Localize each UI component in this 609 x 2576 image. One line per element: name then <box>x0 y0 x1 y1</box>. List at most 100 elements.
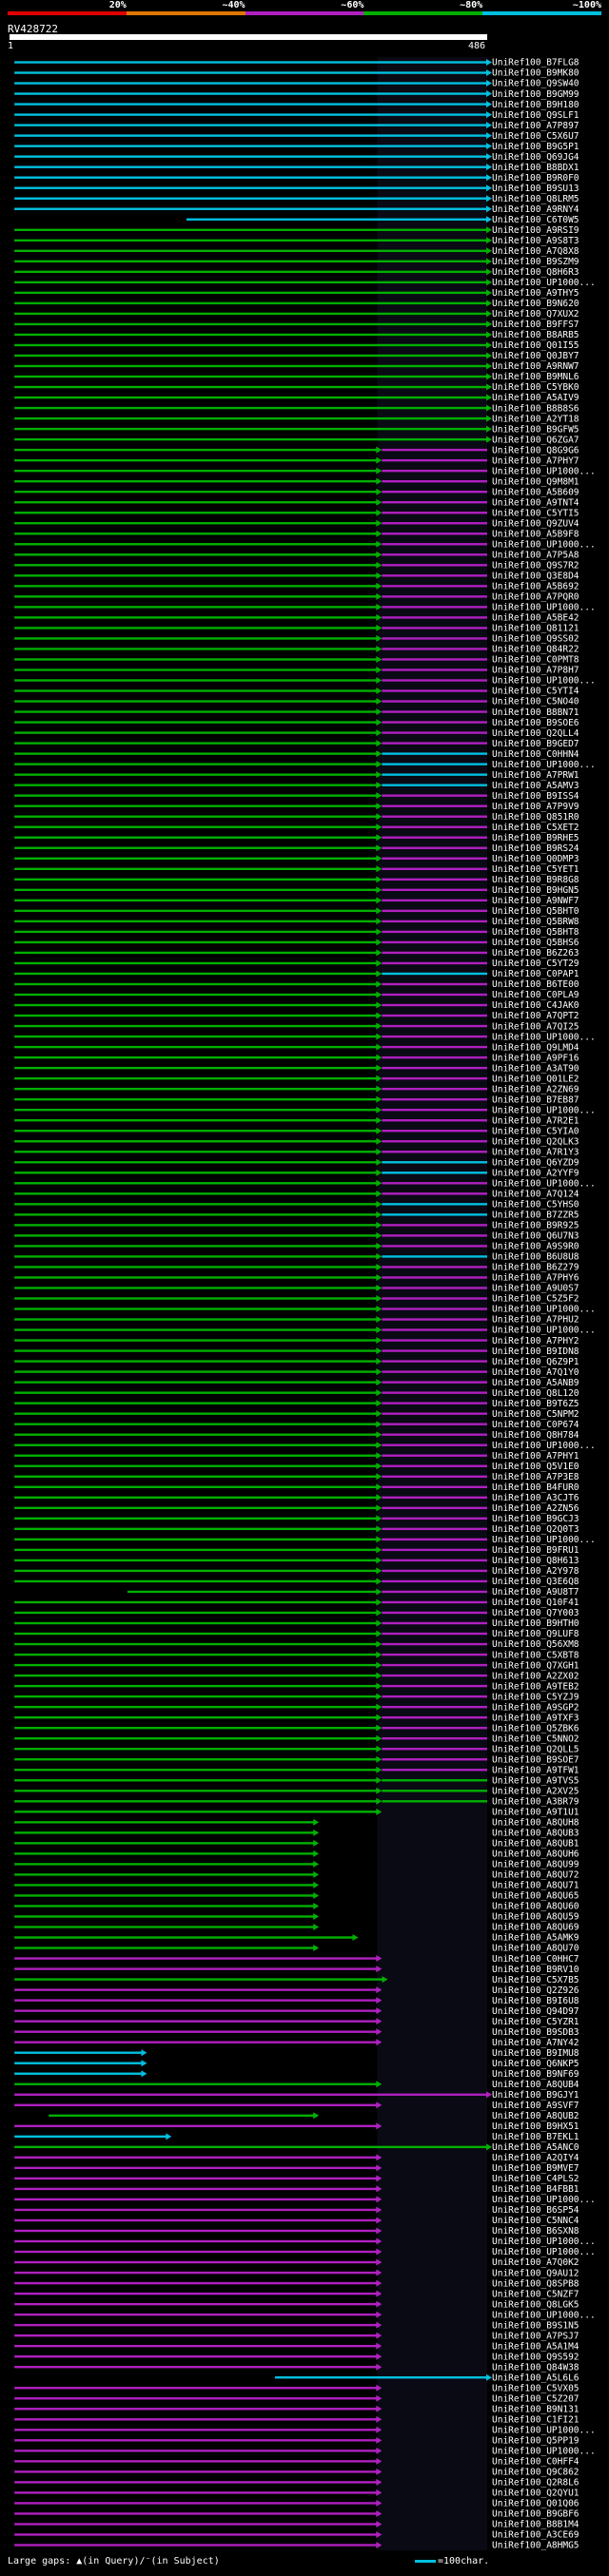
hit-row: UniRef100_A7PSJ7 <box>14 2331 580 2341</box>
hit-arrow <box>376 719 383 726</box>
hit-row: UniRef100_A8QUB3 <box>14 1829 580 1839</box>
hit-arrow <box>376 1106 383 1114</box>
hit-row: UniRef100_A7Q0K2 <box>14 2257 580 2268</box>
hit-bar <box>14 2344 378 2348</box>
hit-label: UniRef100_B9HTH0 <box>492 1618 580 1629</box>
hit-row: UniRef100_A7PQR0 <box>14 592 580 603</box>
hit-bar <box>14 1642 378 1646</box>
hit-row: UniRef100_B8ARB5 <box>14 330 580 340</box>
hit-arrow <box>376 2018 383 2025</box>
hit-label: UniRef100_B9R0F0 <box>492 173 580 184</box>
hit-label: UniRef100_Q01LE2 <box>492 1074 580 1084</box>
hit-arrow <box>376 939 383 946</box>
hit-arrow <box>376 2342 383 2350</box>
hit-bar <box>14 1884 315 1887</box>
hit-label: UniRef100_C5X6U7 <box>492 131 580 142</box>
hit-label: UniRef100_Q3E8D4 <box>492 571 580 582</box>
hit-arrow <box>376 782 383 789</box>
hit-label: UniRef100_C5YET1 <box>492 864 580 875</box>
hit-label: UniRef100_A3AT90 <box>492 1063 580 1074</box>
hit-row: UniRef100_Q9ZUV4 <box>14 518 580 529</box>
hit-row: UniRef100_Q6ZGA7 <box>14 435 580 445</box>
hit-bar <box>14 2082 378 2085</box>
hit-row: UniRef100_Q81121 <box>14 624 580 634</box>
hit-arrow <box>376 1661 383 1669</box>
hit-arrow <box>486 122 492 129</box>
hit-bar <box>14 364 487 368</box>
hit-bar <box>14 2429 378 2431</box>
hit-extension-bar <box>382 448 487 452</box>
hit-bar <box>14 1140 378 1143</box>
hit-label: UniRef100_Q2Q0T3 <box>492 1524 580 1535</box>
hit-label: UniRef100_A5B692 <box>492 582 580 592</box>
hit-label: UniRef100_UP1000... <box>492 466 596 476</box>
hit-bar <box>14 165 487 168</box>
hit-row: UniRef100_B9FFS7 <box>14 320 580 330</box>
hit-arrow <box>141 2049 147 2057</box>
hit-label: UniRef100_B9RS24 <box>492 843 580 854</box>
hit-extension-bar <box>382 1014 487 1017</box>
hit-label: UniRef100_Q6Z9P1 <box>492 1357 580 1367</box>
hit-bar <box>14 1412 378 1415</box>
hit-extension-bar <box>382 1517 487 1520</box>
hit-row: UniRef100_A2Y978 <box>14 1566 580 1577</box>
hit-label: UniRef100_A8QU70 <box>492 1944 580 1954</box>
hit-label: UniRef100_A9U0S7 <box>492 1284 580 1294</box>
hit-row: UniRef100_A9TFW1 <box>14 1765 580 1775</box>
hit-label: UniRef100_C5YZJ9 <box>492 1692 580 1702</box>
hit-arrow <box>376 1598 383 1606</box>
hit-bar <box>14 301 487 305</box>
hit-extension-bar <box>382 1538 487 1541</box>
hit-bar <box>14 479 378 483</box>
hit-row: UniRef100_Q5BHS6 <box>14 938 580 948</box>
hit-arrow <box>376 1054 383 1061</box>
hit-arrow <box>486 216 492 223</box>
hit-row: UniRef100_A2ZN56 <box>14 1503 580 1514</box>
hit-arrow <box>376 2436 383 2444</box>
hit-label: UniRef100_A7QPT2 <box>492 1011 580 1021</box>
hit-row: UniRef100_B9MNL6 <box>14 372 580 382</box>
hit-arrow <box>486 404 492 412</box>
hit-bar <box>14 1496 378 1500</box>
hit-extension-bar <box>382 689 487 692</box>
hit-label: UniRef100_Q7XGH1 <box>492 1660 580 1671</box>
hit-arrow <box>313 1839 320 1847</box>
hit-bar <box>14 512 378 514</box>
hit-arrow <box>376 2217 383 2224</box>
hit-label: UniRef100_Q7XUX2 <box>492 309 580 320</box>
hit-label: UniRef100_A7P3E8 <box>492 1472 580 1482</box>
hit-bar <box>14 1234 378 1237</box>
hit-arrow <box>486 164 492 171</box>
hit-bar <box>14 1621 378 1625</box>
hit-label: UniRef100_Q9S7R2 <box>492 561 580 571</box>
hit-arrow <box>376 2384 383 2392</box>
hit-extension-bar <box>382 930 487 934</box>
hit-arrow <box>313 1818 320 1826</box>
hit-extension-bar <box>382 1642 487 1646</box>
hit-bar <box>14 1684 378 1688</box>
hit-arrow <box>376 1557 383 1564</box>
scale-label-2: ~40% <box>222 0 246 10</box>
hit-row: UniRef100_Q9LUF8 <box>14 1629 580 1639</box>
hit-arrow <box>376 876 383 883</box>
hit-label: UniRef100_C5NO40 <box>492 697 580 707</box>
hit-row: UniRef100_B7EKL1 <box>14 2132 580 2142</box>
hit-bar <box>14 1402 378 1404</box>
hit-row: UniRef100_A9U0S7 <box>14 1284 580 1294</box>
hit-row: UniRef100_UP1000... <box>14 1179 596 1190</box>
hit-label: UniRef100_Q8H6R3 <box>492 267 580 278</box>
hit-label: UniRef100_Q5V1E0 <box>492 1462 580 1472</box>
hit-extension-bar <box>382 1234 487 1237</box>
hit-arrow <box>376 1211 383 1218</box>
hit-arrow <box>376 1421 383 1428</box>
hit-bar <box>14 1381 378 1384</box>
hit-label: UniRef100_B7EKL1 <box>492 2132 580 2142</box>
hit-arrow <box>376 1263 383 1270</box>
hit-bar <box>14 1097 378 1101</box>
hit-label: UniRef100_C5NNO2 <box>492 1733 580 1744</box>
overhang-region <box>377 57 487 2550</box>
hit-extension-bar <box>382 972 487 976</box>
hit-extension-bar <box>382 1748 487 1751</box>
hit-arrow <box>486 352 492 359</box>
hit-label: UniRef100_C5NPM2 <box>492 1409 580 1420</box>
